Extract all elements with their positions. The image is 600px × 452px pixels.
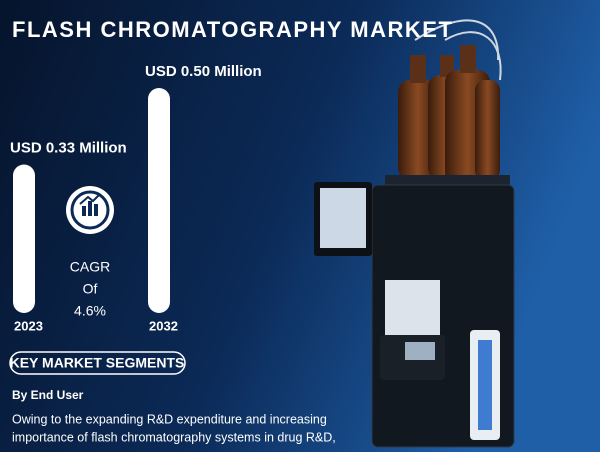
value-label: USD 0.33 Million bbox=[10, 139, 127, 156]
cagr-badge bbox=[66, 186, 114, 234]
cagr-connector: Of bbox=[83, 281, 98, 297]
segments-text: importance of flash chromatography syste… bbox=[12, 430, 336, 444]
segments-subheading: By End User bbox=[12, 388, 84, 402]
segments-heading: KEY MARKET SEGMENTS bbox=[10, 355, 185, 371]
cagr-value: 4.6% bbox=[74, 303, 106, 319]
cagr-label: CAGR bbox=[70, 259, 110, 275]
bar bbox=[13, 164, 35, 313]
x-tick-label: 2032 bbox=[149, 318, 178, 333]
segments-pill bbox=[9, 351, 186, 375]
bar bbox=[148, 88, 170, 313]
x-tick-label: 2023 bbox=[14, 318, 43, 333]
segments-text: Owing to the expanding R&D expenditure a… bbox=[12, 412, 327, 426]
chart-title: FLASH CHROMATOGRAPHY MARKET bbox=[12, 17, 453, 42]
instrument-illustration bbox=[314, 19, 515, 448]
value-label: USD 0.50 Million bbox=[145, 63, 262, 80]
